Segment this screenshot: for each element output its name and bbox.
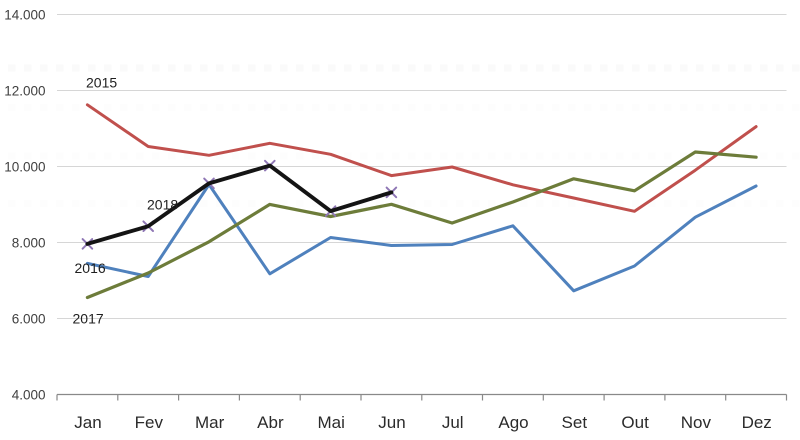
svg-text:Jan: Jan — [74, 413, 101, 432]
svg-text:Nov: Nov — [681, 413, 712, 432]
svg-text:Mar: Mar — [195, 413, 225, 432]
svg-text:Jun: Jun — [378, 413, 405, 432]
svg-text:Ago: Ago — [498, 413, 528, 432]
svg-text:Fev: Fev — [135, 413, 164, 432]
svg-text:12.000: 12.000 — [4, 84, 45, 99]
svg-text:2017: 2017 — [73, 311, 104, 327]
svg-text:14.000: 14.000 — [4, 8, 45, 23]
svg-text:2018: 2018 — [147, 197, 178, 213]
svg-text:2016: 2016 — [75, 260, 106, 276]
svg-text:Abr: Abr — [257, 413, 284, 432]
svg-text:6.000: 6.000 — [12, 312, 46, 327]
svg-text:4.000: 4.000 — [12, 388, 46, 403]
svg-text:Mai: Mai — [317, 413, 344, 432]
svg-text:Jul: Jul — [442, 413, 464, 432]
svg-text:Out: Out — [621, 413, 649, 432]
svg-text:Set: Set — [562, 413, 588, 432]
svg-text:10.000: 10.000 — [4, 160, 45, 175]
svg-text:8.000: 8.000 — [12, 236, 46, 251]
svg-text:2015: 2015 — [86, 75, 117, 91]
svg-text:Dez: Dez — [742, 413, 772, 432]
